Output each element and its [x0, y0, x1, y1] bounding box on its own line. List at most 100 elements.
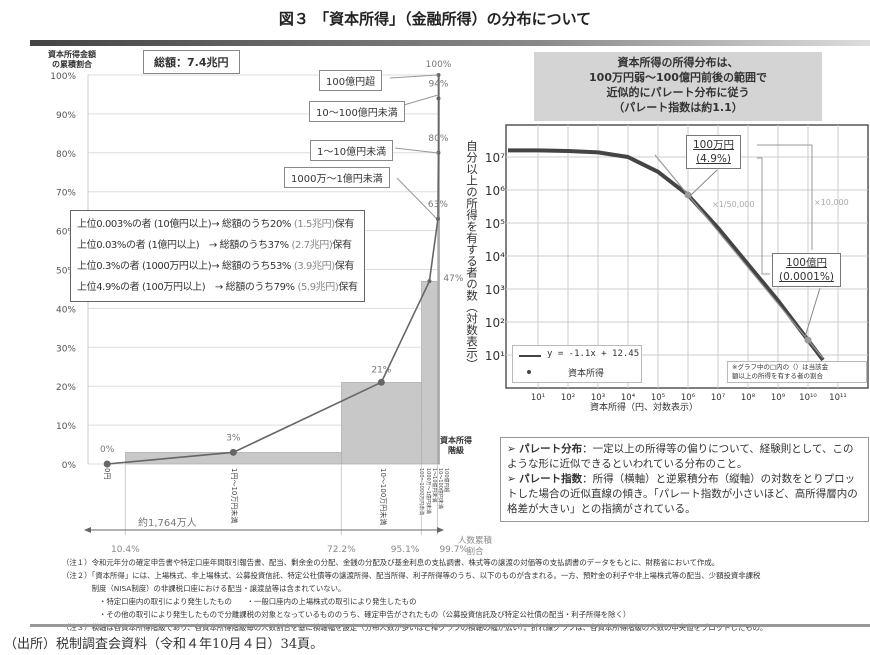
summary-row: 上位4.9%の者 (100万円以上) → 総額のうち79% (5.9兆円)保有 — [77, 277, 358, 298]
top-share-summary: 上位0.003%の者 (10億円以上)→ 総額のうち20% (1.5兆円)保有 … — [70, 210, 365, 302]
summary-amount: (3.9兆円) — [293, 261, 335, 272]
summary-text: 上位0.003%の者 (10億円以上)→ 総額のうち20% — [77, 219, 292, 230]
annotation-arrow — [757, 144, 813, 250]
summary-suffix: 保有 — [338, 282, 358, 293]
right-x-tick-label: 10¹⁰ — [799, 393, 817, 403]
summary-row: 上位0.3%の者 (1000万円以上)→ 総額のうち53% (3.9兆円)保有 — [77, 256, 358, 277]
left-y-tick-label: 100% — [50, 72, 76, 82]
point-label: 0% — [100, 445, 115, 455]
summary-row: 上位0.003%の者 (10億円以上)→ 総額のうち20% (1.5兆円)保有 — [77, 214, 358, 235]
category-label: 1～10億円未満 — [431, 468, 438, 503]
right-y-tick-label: 10³ — [485, 283, 505, 297]
people-axis-line2: 割合 — [466, 547, 484, 557]
note-line: 制度（NISA制度）の非課税口座における配当・譲渡益等は含まれていない。 — [62, 584, 346, 593]
bar — [421, 280, 438, 465]
callout-leader — [389, 74, 439, 79]
annotation-share: (0.0001%) — [779, 271, 834, 283]
right-y-tick-label: 10⁴ — [485, 250, 505, 264]
left-y-tick-label: 70% — [56, 189, 76, 199]
data-point — [436, 73, 441, 77]
chart-footnote: ※グラフ中の□内の（）は当該金 額以上の所得を有する者の割合 — [727, 361, 867, 383]
total-amount-box: 総額：7.4兆円 — [143, 50, 240, 74]
summary-suffix: 保有 — [334, 219, 355, 230]
annotation-10b-yen: 100億円 (0.0001%) — [772, 253, 841, 287]
data-point — [103, 460, 111, 468]
class-axis-title: 資本所得 階級 — [440, 436, 472, 456]
chart-legend: y = -1.1x + 12.45 資本所得 — [512, 345, 642, 383]
annotation-leader — [804, 287, 821, 338]
data-point — [229, 448, 237, 456]
left-y-tick-label: 10% — [56, 422, 76, 432]
class-label-line1: 資本所得 — [440, 436, 472, 445]
headline-line: 100万円弱～100億円前後の範囲で — [589, 71, 767, 84]
definition-pareto-index: ➢ パレート指数：所得（横軸）と逆累積分布（縦軸）の対数をとりプロットした場合の… — [507, 473, 858, 515]
category-label: 1000万～1億円未満 — [425, 468, 432, 514]
summary-amount: (2.7兆円) — [291, 240, 333, 251]
right-x-tick-label: 10¹ — [531, 393, 545, 403]
point-label: 100% — [426, 60, 452, 70]
summary-suffix: 保有 — [332, 240, 352, 251]
note-line: （注３）横軸は各資本所得階級であり、各資本所得階級毎の人数割合を基に横軸幅を設定… — [62, 623, 768, 632]
category-label: 10～100億円未満 — [437, 468, 444, 509]
category-label: 100億円超 — [443, 468, 450, 493]
definition-text: ：所得（横軸）と逆累積分布（縦軸）の対数をとりプロットした場合の近似直線の傾き。… — [507, 473, 858, 515]
annotation-share: (4.9%) — [696, 153, 731, 165]
left-y-tick-label: 30% — [56, 344, 76, 354]
right-x-tick-label: 10⁶ — [681, 393, 696, 403]
data-point — [436, 150, 441, 155]
notes-divider — [30, 624, 870, 627]
point-label: 21% — [371, 365, 391, 375]
boundary-label: 95.1% — [391, 545, 420, 555]
fit-line — [654, 154, 824, 359]
left-y-tick-label: 60% — [56, 228, 76, 238]
bar — [341, 382, 422, 465]
cumulative-line — [107, 74, 440, 465]
callout-leader — [394, 147, 439, 154]
pareto-headline: 資本所得の所得分布は、 100万円弱～100億円前後の範囲で 近似的にパレート分… — [534, 52, 822, 121]
callout-1b-10b: 10～100億円未満 — [309, 101, 405, 122]
note-line: ・特定口座内の取引により発生したもの ・一般口座内の上場株式の取引により発生した… — [62, 597, 417, 606]
left-y-tick-label: 50% — [56, 267, 76, 277]
boundary-label: 72.2% — [327, 545, 356, 555]
right-x-tick-label: 10³ — [591, 393, 605, 403]
highlight-point — [804, 336, 812, 344]
legend-dot-swatch — [527, 370, 531, 374]
header-divider — [30, 40, 870, 46]
legend-line-label: y = -1.1x + 12.45 — [547, 349, 640, 359]
summary-amount: (5.9兆円) — [297, 282, 339, 293]
right-y-tick-label: 10⁶ — [485, 184, 505, 198]
point-label: 3% — [226, 433, 241, 443]
right-x-tick-label: 10⁵ — [651, 393, 665, 403]
boundary-label: 10.4% — [111, 545, 140, 555]
multiplier-label: ×10,000 — [814, 198, 849, 207]
summary-row: 上位0.03%の者 (1億円以上) → 総額のうち37% (2.7兆円)保有 — [77, 235, 358, 256]
note-line: （注１）令和元年分の確定申告書や特定口座年間取引報告書、配当、剰余金の分配、金銭… — [62, 558, 720, 567]
definition-term: パレート分布 — [519, 443, 583, 455]
footnote-line: ※グラフ中の□内の（）は当該金 — [732, 363, 829, 371]
data-curve — [508, 148, 825, 362]
left-y-tick-label: 80% — [56, 150, 76, 160]
annotation-arrow — [757, 157, 770, 275]
highlight-point — [684, 191, 692, 199]
point-label: 94% — [428, 79, 448, 89]
headline-line: 資本所得の所得分布は、 — [617, 56, 739, 69]
left-y-tick-label: 40% — [56, 305, 76, 315]
summary-amount: (1.5兆円) — [293, 219, 335, 230]
right-x-tick-label: 10⁹ — [771, 393, 786, 403]
annotation-leader — [689, 169, 718, 197]
callout-10m-100m: 1000万～1億円未満 — [284, 167, 390, 188]
headline-line: 近似的にパレート分布に従う — [606, 86, 750, 99]
definitions-box: ➢ パレート分布：一定以上の所得等の偏りについて、経験則として、このような形に近… — [500, 437, 869, 522]
summary-suffix: 保有 — [334, 261, 355, 272]
boundary-label: 99.7% — [439, 545, 468, 555]
right-x-axis-title: 資本所得（円、対数表示） — [590, 403, 699, 413]
note-line: （注２）「資本所得」には、上場株式、非上場株式、公募投資信託、特定公社債等の譲渡… — [62, 571, 761, 580]
headline-line: （パレート指数は約1.1） — [613, 101, 743, 114]
left-y-axis-title: 資本所得金額 の累積割合 — [48, 50, 96, 70]
left-y-tick-label: 0% — [62, 461, 77, 471]
notes: （注１）令和元年分の確定申告書や特定口座年間取引報告書、配当、剰余金の分配、金銭… — [62, 556, 767, 634]
right-y-tick-label: 10¹ — [485, 349, 505, 363]
right-x-tick-label: 10⁴ — [621, 393, 636, 403]
callout-leader — [396, 177, 437, 219]
note-line: ・その他の取引により発生したもので分離課税の対象となっているもののうち、確定申告… — [62, 610, 631, 619]
